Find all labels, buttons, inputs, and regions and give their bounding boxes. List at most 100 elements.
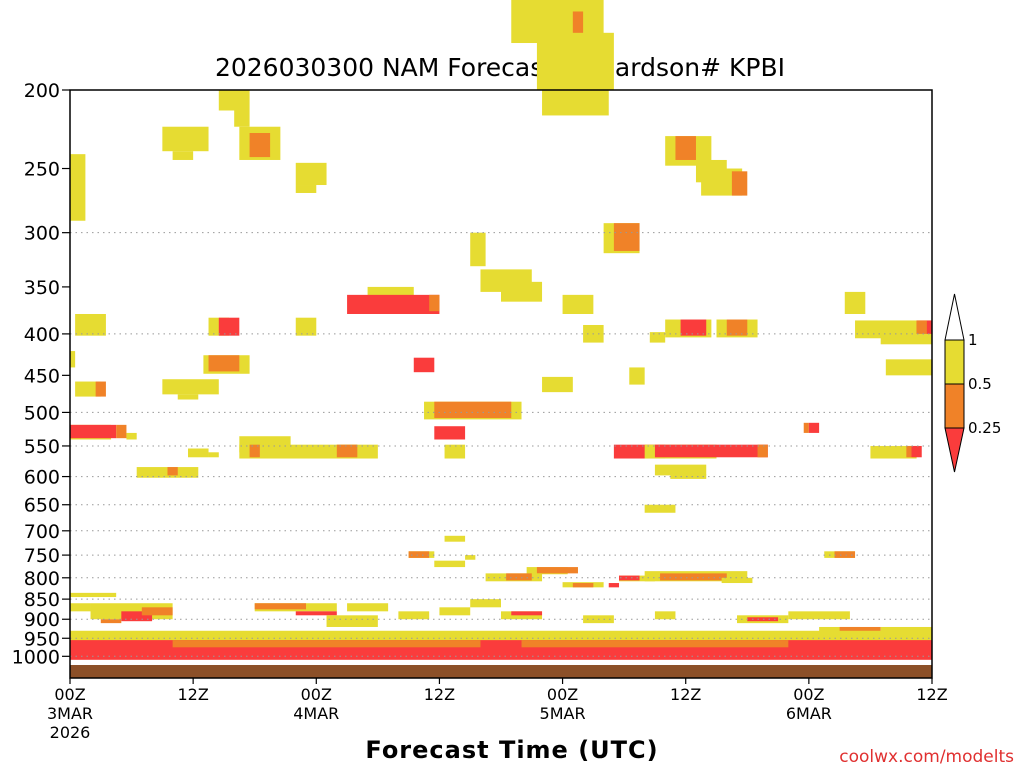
ri-cell <box>208 452 219 458</box>
ri-cell <box>408 551 430 558</box>
ri-cell <box>177 394 199 400</box>
ri-cell <box>413 357 435 373</box>
ri-cell <box>239 444 358 459</box>
ri-cell <box>731 171 748 196</box>
ri-cell <box>613 223 640 251</box>
legend-label: 0.25 <box>968 419 1001 437</box>
ri-cell <box>803 422 809 433</box>
y-tick-label: 700 <box>24 521 60 543</box>
ri-cell <box>75 313 106 336</box>
credit-text: coolwx.com/modelts <box>839 747 1014 767</box>
ri-cell <box>95 381 106 397</box>
ri-cell <box>654 611 676 620</box>
ri-cell <box>126 432 137 440</box>
ri-cell <box>249 444 260 458</box>
ri-cell <box>680 319 707 336</box>
y-tick-label: 950 <box>24 628 60 650</box>
ri-cell <box>506 573 532 581</box>
ri-cell <box>911 445 922 458</box>
ri-cell <box>542 376 573 393</box>
ri-cell <box>470 599 501 608</box>
ri-cell <box>295 317 317 336</box>
x-tick-label: 3MAR <box>47 704 93 723</box>
ri-cell <box>660 573 727 581</box>
ri-cell <box>347 294 440 314</box>
ri-cell <box>536 567 578 574</box>
y-tick-label: 450 <box>24 365 60 387</box>
legend-swatch <box>944 339 965 385</box>
ri-cell <box>234 110 250 127</box>
ri-cell <box>721 577 753 584</box>
ri-cell <box>654 464 707 476</box>
ri-cell <box>218 90 250 111</box>
ri-cell <box>70 424 117 439</box>
ri-cell <box>167 467 178 476</box>
y-tick-label: 400 <box>24 324 60 346</box>
y-tick-label: 550 <box>24 436 60 458</box>
y-tick-label: 500 <box>24 402 60 424</box>
ri-cell <box>172 151 194 160</box>
ri-cell <box>162 126 209 152</box>
legend-over-triangle <box>944 293 965 341</box>
ri-cell <box>808 422 820 433</box>
ri-cell <box>608 583 620 588</box>
y-tick-label: 200 <box>24 80 60 102</box>
legend-label: 0.5 <box>968 375 992 393</box>
ri-cell <box>629 367 645 385</box>
ri-cell <box>70 351 76 368</box>
y-axis: 200 250 300 350 400 450 500 550 600 650 7007508008… <box>12 80 70 668</box>
ri-cell <box>141 607 173 616</box>
ri-cell <box>70 154 86 221</box>
ri-cell <box>670 474 707 479</box>
y-tick-label: 600 <box>24 467 60 489</box>
ri-cell <box>572 583 594 588</box>
y-tick-label: 300 <box>24 223 60 245</box>
x-tick-label: 00Z <box>547 685 578 704</box>
y-tick-label: 350 <box>24 277 60 299</box>
ri-cell <box>326 615 378 627</box>
ri-cell <box>218 317 240 336</box>
ri-cell <box>511 611 543 616</box>
y-tick-label: 800 <box>24 568 60 590</box>
ri-cell <box>188 448 209 458</box>
ground-strip <box>70 665 932 678</box>
ri-cell <box>465 555 476 560</box>
ri-cell <box>906 445 912 458</box>
ri-cell <box>434 560 466 568</box>
ri-cell <box>249 133 271 158</box>
data-cells <box>70 0 932 660</box>
ri-cell <box>254 603 307 610</box>
ri-cell <box>295 611 337 616</box>
ri-cell <box>208 355 240 372</box>
ri-cell <box>336 444 358 458</box>
legend-under-triangle <box>944 427 965 473</box>
x-tick-label: 4MAR <box>293 704 339 723</box>
x-tick-label: 12Z <box>670 685 701 704</box>
x-tick-label: 12Z <box>916 685 947 704</box>
y-tick-label: 1000 <box>12 646 60 668</box>
ri-cell <box>885 359 932 376</box>
x-tick-label: 12Z <box>424 685 455 704</box>
ri-cell <box>100 619 122 624</box>
y-tick-label: 250 <box>24 159 60 181</box>
y-tick-label: 900 <box>24 609 60 631</box>
ri-cell <box>470 232 486 267</box>
grid-lines <box>70 232 932 657</box>
ri-cell <box>649 332 666 343</box>
ri-cell <box>70 603 91 612</box>
ri-cell <box>501 281 543 302</box>
chart-title: 2026030300 NAM Forecast Richardson# KPBI <box>215 53 785 82</box>
legend-swatch <box>944 383 965 429</box>
ri-cell <box>726 319 748 336</box>
ri-cell <box>521 640 789 648</box>
ri-cell <box>916 320 927 336</box>
ri-cell <box>75 381 101 397</box>
ri-cell <box>834 551 856 558</box>
ri-cell <box>654 444 768 458</box>
ri-cell <box>347 603 389 612</box>
ri-cell <box>162 379 219 395</box>
ri-cell <box>295 185 317 193</box>
ri-cell <box>880 333 932 345</box>
